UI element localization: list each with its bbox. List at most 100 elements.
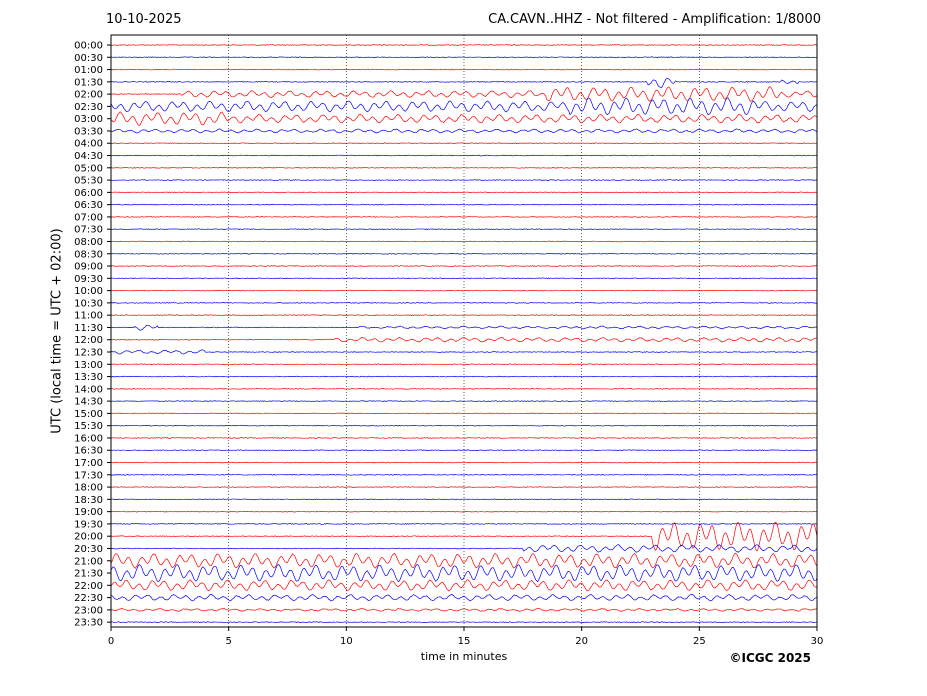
trace-1130 — [110, 325, 818, 331]
trace-0700 — [110, 216, 818, 218]
y-tick-label: 21:00 — [74, 556, 103, 567]
trace-2200 — [110, 579, 818, 592]
trace-0930 — [110, 277, 818, 280]
trace-1100 — [110, 314, 818, 316]
trace-0630 — [110, 203, 818, 206]
trace-0330 — [110, 128, 818, 134]
trace-0800 — [110, 240, 818, 243]
y-tick-label: 08:30 — [74, 249, 103, 260]
trace-2000 — [110, 521, 818, 552]
y-tick-label: 04:30 — [74, 151, 103, 162]
y-tick-label: 14:00 — [74, 384, 103, 395]
y-tick-label: 19:30 — [74, 519, 103, 530]
trace-2130 — [110, 563, 818, 583]
x-tick-label: 25 — [693, 636, 706, 647]
trace-0900 — [110, 265, 818, 267]
y-tick-label: 05:30 — [74, 176, 103, 187]
y-tick-label: 03:00 — [74, 114, 103, 125]
y-tick-label: 14:30 — [74, 397, 103, 408]
y-tick-label: 18:00 — [74, 483, 103, 494]
trace-1830 — [110, 498, 818, 501]
trace-0830 — [110, 252, 818, 255]
y-tick-label: 20:30 — [74, 544, 103, 555]
y-tick-label: 07:00 — [74, 212, 103, 223]
x-tick-label: 20 — [575, 636, 588, 647]
chart-title: CA.CAVN..HHZ - Not filtered - Amplificat… — [488, 12, 821, 27]
y-tick-label: 17:30 — [74, 470, 103, 481]
y-tick-label: 07:30 — [74, 225, 103, 236]
trace-2330 — [110, 621, 818, 623]
trace-0500 — [110, 166, 818, 169]
trace-2300 — [110, 607, 818, 612]
y-tick-label: 06:00 — [74, 188, 103, 199]
trace-0430 — [110, 154, 818, 157]
y-tick-label: 04:00 — [74, 139, 103, 150]
y-tick-label: 13:30 — [74, 372, 103, 383]
trace-1630 — [110, 449, 818, 452]
y-tick-label: 10:30 — [74, 298, 103, 309]
y-tick-label: 02:00 — [74, 90, 103, 101]
y-tick-label: 20:00 — [74, 532, 103, 543]
trace-1930 — [110, 523, 818, 525]
trace-0200 — [110, 86, 818, 102]
x-tick-label: 15 — [458, 636, 471, 647]
x-tick-label: 0 — [108, 636, 114, 647]
trace-1400 — [110, 387, 818, 390]
x-tick-label: 5 — [225, 636, 231, 647]
y-tick-label: 12:30 — [74, 348, 103, 359]
trace-0530 — [110, 179, 818, 181]
copyright-text: ©ICGC 2025 — [729, 651, 811, 665]
x-axis-label: time in minutes — [420, 650, 508, 663]
y-tick-label: 19:00 — [74, 507, 103, 518]
trace-1700 — [110, 461, 818, 464]
plot-frame — [110, 34, 818, 628]
y-tick-label: 10:00 — [74, 286, 103, 297]
x-tick-label: 10 — [340, 636, 353, 647]
y-tick-label: 00:00 — [74, 41, 103, 52]
y-tick-label: 21:30 — [74, 569, 103, 580]
trace-1000 — [110, 289, 818, 292]
date-label: 10-10-2025 — [106, 12, 182, 27]
trace-2230 — [110, 593, 818, 602]
trace-1730 — [110, 474, 818, 476]
trace-1230 — [110, 349, 818, 355]
y-tick-label: 12:00 — [74, 335, 103, 346]
trace-layer — [110, 44, 818, 623]
trace-0230 — [110, 97, 818, 116]
x-tick-label: 30 — [811, 636, 824, 647]
trace-1500 — [110, 412, 818, 415]
y-tick-label: 01:00 — [74, 65, 103, 76]
trace-1030 — [110, 302, 818, 304]
y-tick-label: 11:00 — [74, 311, 103, 322]
y-tick-label: 18:30 — [74, 495, 103, 506]
trace-2100 — [110, 552, 818, 569]
y-tick-label: 22:00 — [74, 581, 103, 592]
y-tick-label: 06:30 — [74, 200, 103, 211]
y-tick-label: 08:00 — [74, 237, 103, 248]
y-tick-label: 11:30 — [74, 323, 103, 334]
y-tick-label: 09:30 — [74, 274, 103, 285]
y-tick-label: 02:30 — [74, 102, 103, 113]
y-tick-label: 16:30 — [74, 446, 103, 457]
trace-0300 — [110, 111, 818, 126]
trace-1200 — [110, 336, 818, 343]
trace-2030 — [110, 544, 818, 553]
trace-1430 — [110, 400, 818, 402]
y-tick-label: 16:00 — [74, 433, 103, 444]
trace-0400 — [110, 142, 818, 145]
trace-1800 — [110, 486, 818, 488]
y-tick-label: 13:00 — [74, 360, 103, 371]
y-tick-label: 23:00 — [74, 605, 103, 616]
y-tick-label: 15:30 — [74, 421, 103, 432]
y-tick-label: 00:30 — [74, 53, 103, 64]
trace-1300 — [110, 363, 818, 366]
trace-0730 — [110, 228, 818, 230]
trace-0030 — [110, 56, 818, 59]
y-tick-label: 09:00 — [74, 262, 103, 273]
y-tick-label: 03:30 — [74, 126, 103, 137]
y-tick-label: 05:00 — [74, 163, 103, 174]
grid-layer — [228, 35, 700, 627]
trace-0100 — [110, 68, 818, 71]
